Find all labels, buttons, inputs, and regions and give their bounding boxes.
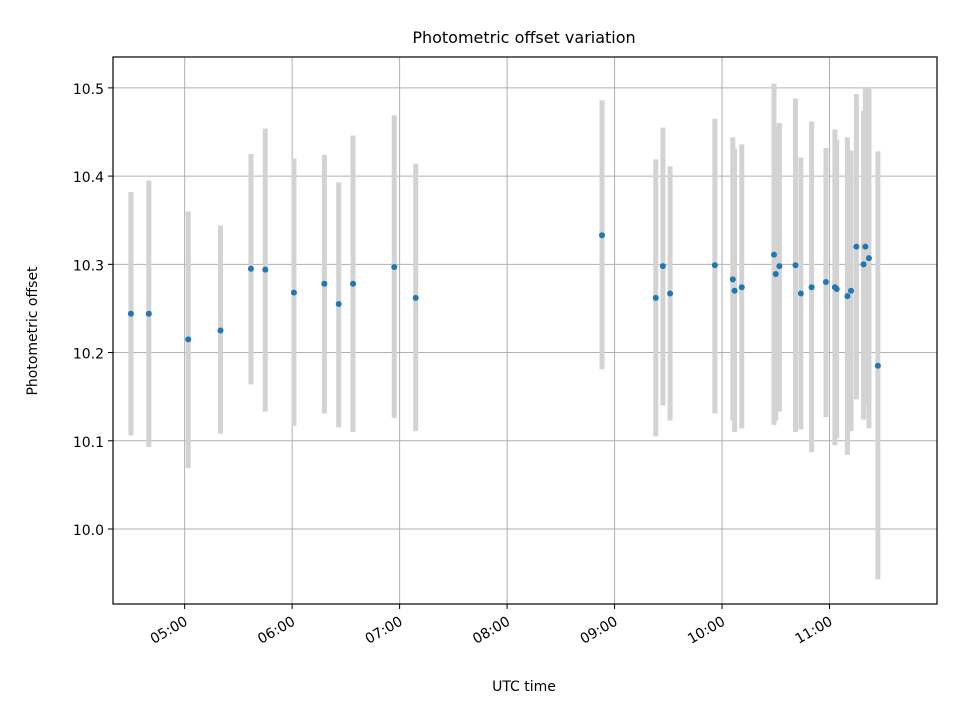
x-tick-label: 05:00 bbox=[148, 614, 191, 648]
data-point bbox=[833, 286, 840, 293]
data-point bbox=[412, 294, 419, 301]
data-point bbox=[335, 301, 342, 308]
y-axis-label: Photometric offset bbox=[25, 266, 41, 396]
errorbars bbox=[128, 83, 881, 580]
data-point bbox=[729, 276, 736, 283]
data-point bbox=[185, 336, 192, 343]
data-point bbox=[860, 261, 867, 268]
data-point bbox=[874, 362, 881, 369]
y-tick-label: 10.4 bbox=[73, 170, 104, 186]
y-tick-label: 10.5 bbox=[73, 82, 104, 98]
data-points bbox=[127, 232, 881, 369]
data-point bbox=[145, 310, 152, 317]
data-point bbox=[792, 262, 799, 269]
y-tick-label: 10.2 bbox=[73, 347, 104, 363]
data-point bbox=[599, 232, 606, 239]
x-tick-label: 11:00 bbox=[793, 614, 836, 648]
data-point bbox=[321, 280, 328, 287]
data-point bbox=[127, 310, 134, 317]
data-point bbox=[247, 265, 254, 272]
data-point bbox=[822, 278, 829, 285]
data-point bbox=[853, 243, 860, 250]
y-tick-label: 10.1 bbox=[73, 435, 104, 451]
data-point bbox=[808, 284, 815, 291]
y-tick-label: 10.0 bbox=[73, 523, 104, 539]
x-tick-label: 09:00 bbox=[578, 614, 621, 648]
data-point bbox=[217, 327, 224, 334]
data-point bbox=[770, 251, 777, 258]
x-axis: 05:00 06:00 07:00 08:00 09:00 10:00 11:00 bbox=[148, 604, 836, 648]
x-tick-label: 06:00 bbox=[255, 614, 298, 648]
y-axis: 10.0 10.1 10.2 10.3 10.4 10.5 bbox=[73, 82, 113, 539]
plot-frame bbox=[112, 56, 938, 605]
data-point bbox=[667, 290, 674, 297]
data-point bbox=[848, 287, 855, 294]
data-point bbox=[290, 289, 297, 296]
x-tick-label: 08:00 bbox=[470, 614, 513, 648]
data-point bbox=[262, 266, 269, 273]
data-point bbox=[731, 287, 738, 294]
chart-title: Photometric offset variation bbox=[412, 28, 635, 47]
data-point bbox=[797, 290, 804, 297]
data-point bbox=[391, 263, 398, 270]
data-point bbox=[844, 293, 851, 300]
data-point bbox=[659, 263, 666, 270]
data-point bbox=[738, 284, 745, 291]
data-point bbox=[865, 255, 872, 262]
x-tick-label: 10:00 bbox=[685, 614, 728, 648]
y-tick-label: 10.3 bbox=[73, 258, 104, 274]
x-tick-label: 07:00 bbox=[363, 614, 406, 648]
data-point bbox=[711, 262, 718, 269]
data-point bbox=[772, 271, 779, 278]
x-axis-label: UTC time bbox=[492, 679, 556, 695]
data-point bbox=[350, 280, 357, 287]
data-point bbox=[776, 263, 783, 270]
data-point bbox=[862, 243, 869, 250]
data-point bbox=[652, 294, 659, 301]
